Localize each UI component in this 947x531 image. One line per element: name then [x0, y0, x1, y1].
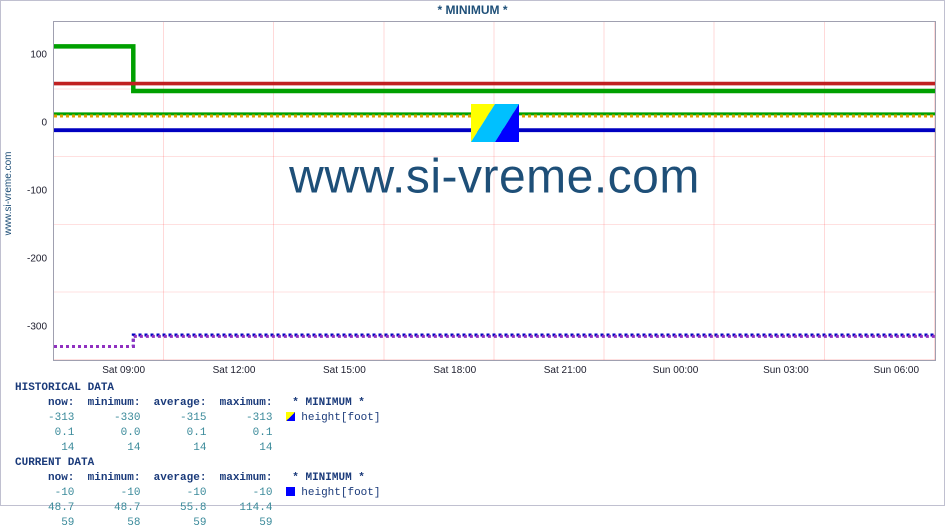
plot-svg — [54, 22, 935, 360]
y-tick: -300 — [27, 322, 53, 333]
chart-zone: www.si-vreme.com -300-200-1000100Sat 09:… — [53, 21, 936, 361]
x-tick: Sun 03:00 — [763, 361, 809, 376]
y-axis-label: www.si-vreme.com — [3, 151, 14, 235]
y-tick: 0 — [41, 118, 53, 129]
current-header: CURRENT DATA — [15, 456, 380, 471]
x-tick: Sat 18:00 — [433, 361, 476, 376]
x-tick: Sun 06:00 — [873, 361, 919, 376]
x-tick: Sat 12:00 — [213, 361, 256, 376]
historical-row-1: 0.1 0.0 0.1 0.1 — [15, 426, 380, 441]
legend: HISTORICAL DATA now: minimum: average: m… — [15, 381, 380, 531]
x-tick: Sun 00:00 — [653, 361, 699, 376]
y-tick: 100 — [30, 50, 53, 61]
current-row-0: -10 -10 -10 -10 height[foot] — [15, 486, 380, 501]
x-tick: Sat 21:00 — [544, 361, 587, 376]
historical-header: HISTORICAL DATA — [15, 381, 380, 396]
column-headers-current: now: minimum: average: maximum: * MINIMU… — [15, 471, 380, 486]
watermark-logo — [471, 104, 519, 142]
current-row-1: 48.7 48.7 55.8 114.4 — [15, 501, 380, 516]
y-tick: -200 — [27, 254, 53, 265]
historical-row-2: 14 14 14 14 — [15, 441, 380, 456]
chart-title: * MINIMUM * — [1, 1, 944, 19]
historical-row-0: -313 -330 -315 -313 height[foot] — [15, 411, 380, 426]
x-tick: Sat 15:00 — [323, 361, 366, 376]
current-row-2: 59 58 59 59 — [15, 516, 380, 531]
chart-container: * MINIMUM * www.si-vreme.com www.si-vrem… — [0, 0, 945, 506]
column-headers-historical: now: minimum: average: maximum: * MINIMU… — [15, 396, 380, 411]
logo-icon — [471, 104, 519, 142]
plot-area: www.si-vreme.com — [53, 21, 936, 361]
x-tick: Sat 09:00 — [102, 361, 145, 376]
y-tick: -100 — [27, 186, 53, 197]
